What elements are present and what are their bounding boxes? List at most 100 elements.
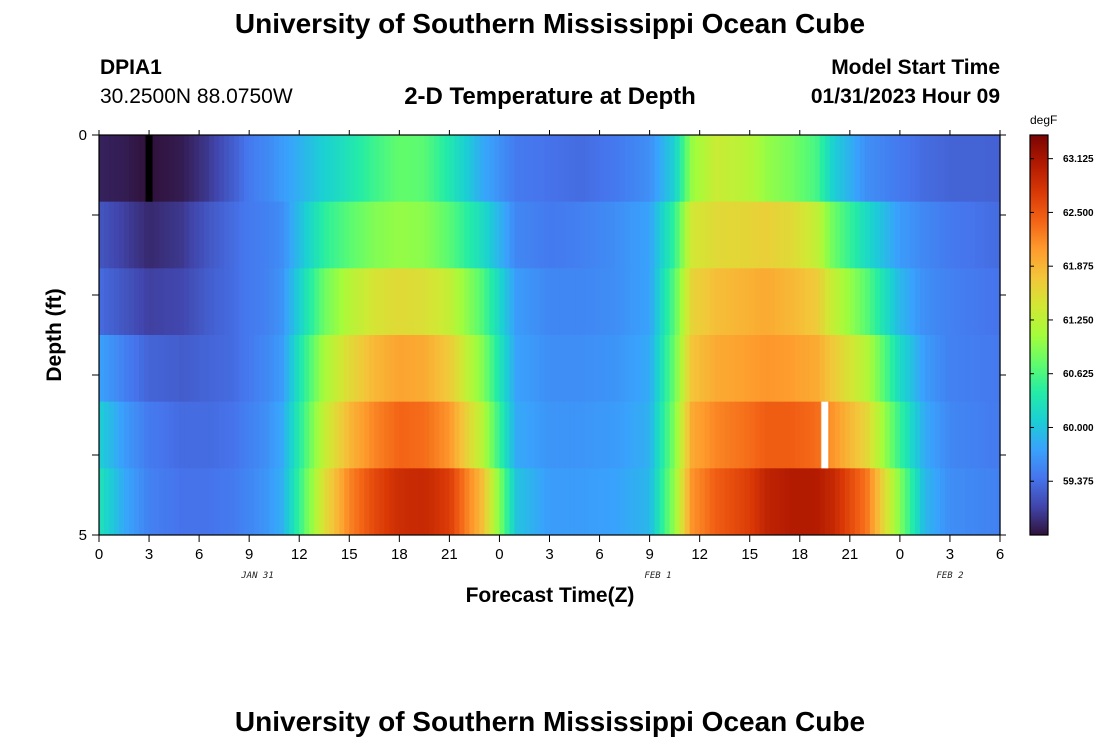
heatmap-cell (174, 335, 180, 403)
heatmap-cell (799, 268, 806, 336)
heatmap-cell (929, 335, 936, 403)
heatmap-cell (379, 335, 385, 403)
heatmap-cell (124, 468, 130, 536)
heatmap-cell (234, 335, 240, 403)
heatmap-cell (189, 201, 195, 269)
heatmap-cell (559, 268, 566, 336)
heatmap-cell (134, 468, 140, 536)
heatmap-cell (699, 468, 706, 536)
heatmap-cell (464, 335, 471, 403)
heatmap-cell (184, 135, 190, 203)
heatmap-cell (359, 335, 365, 403)
heatmap-cell (844, 268, 851, 336)
heatmap-cell (484, 268, 491, 336)
heatmap-cell (714, 135, 721, 203)
heatmap-cell (179, 135, 185, 203)
x-tick-label: 15 (741, 546, 758, 563)
heatmap-cell (564, 468, 571, 536)
heatmap-cell (284, 401, 290, 469)
x-tick-label: 3 (946, 546, 954, 563)
heatmap-cell (969, 401, 976, 469)
heatmap-cell (609, 201, 616, 269)
date-label: JAN 31 (241, 571, 274, 581)
heatmap-cell (159, 201, 165, 269)
heatmap-cell (174, 268, 180, 336)
heatmap-cell (629, 268, 636, 336)
heatmap-cell (779, 268, 786, 336)
heatmap-cell (429, 135, 435, 203)
heatmap-cell (484, 135, 491, 203)
heatmap-cell (694, 335, 701, 403)
heatmap-cell (264, 135, 270, 203)
heatmap-cell (799, 335, 806, 403)
heatmap-cell (164, 135, 170, 203)
missing-data-markers (145, 135, 829, 469)
heatmap-cell (849, 268, 856, 336)
heatmap-cell (189, 401, 195, 469)
heatmap-cell (124, 201, 130, 269)
heatmap-cell (99, 268, 105, 336)
heatmap-cell (644, 135, 651, 203)
model-start-label: Model Start Time (831, 56, 1000, 79)
heatmap-cell (864, 135, 871, 203)
heatmap-cell (394, 468, 400, 536)
heatmap-cell (509, 468, 516, 536)
colorbar-tick-label: 63.125 (1063, 154, 1094, 165)
heatmap-cell (219, 401, 225, 469)
heatmap-cell (979, 135, 986, 203)
heatmap-cell (884, 401, 891, 469)
heatmap-cell (709, 135, 716, 203)
heatmap-cell (289, 468, 295, 536)
x-tick-label: 0 (95, 546, 103, 563)
heatmap-cell (924, 201, 931, 269)
heatmap-cell (799, 135, 806, 203)
heatmap-cell (514, 135, 521, 203)
x-tick-label: 18 (391, 546, 408, 563)
heatmap-cell (299, 401, 305, 469)
heatmap-cell (179, 468, 185, 536)
heatmap-cell (489, 135, 496, 203)
heatmap-cell (484, 468, 491, 536)
heatmap-cell (214, 335, 220, 403)
heatmap-cell (264, 201, 270, 269)
heatmap-cell (329, 268, 335, 336)
heatmap-cell (834, 268, 841, 336)
heatmap-cell (534, 135, 541, 203)
heatmap-cell (754, 335, 761, 403)
heatmap-cell (104, 401, 110, 469)
heatmap-cell (914, 335, 921, 403)
heatmap-cell (594, 201, 601, 269)
heatmap-cell (849, 135, 856, 203)
heatmap-cell (984, 135, 991, 203)
heatmap-cell (229, 401, 235, 469)
station-coordinates: 30.2500N 88.0750W (100, 85, 293, 108)
heatmap-cell (719, 135, 726, 203)
heatmap-cell (609, 135, 616, 203)
heatmap-cell (104, 335, 110, 403)
heatmap-cell (779, 201, 786, 269)
heatmap-cell (379, 401, 385, 469)
heatmap-cell (529, 135, 536, 203)
heatmap-cell (794, 135, 801, 203)
heatmap-cell (304, 201, 310, 269)
heatmap-cell (274, 201, 280, 269)
heatmap-cell (829, 468, 836, 536)
heatmap-cell (324, 401, 330, 469)
heatmap-cell (794, 335, 801, 403)
heatmap-cell (374, 201, 380, 269)
heatmap-cell (134, 335, 140, 403)
heatmap-cell (964, 335, 971, 403)
heatmap-cell (139, 268, 145, 336)
heatmap-cell (759, 468, 766, 536)
heatmap-cell (859, 401, 866, 469)
heatmap-cell (859, 201, 866, 269)
heatmap-cell (839, 135, 846, 203)
heatmap-cell (639, 335, 646, 403)
heatmap-cell (654, 335, 661, 403)
heatmap-cell (189, 335, 195, 403)
heatmap-cell (409, 335, 415, 403)
heatmap-cell (454, 335, 460, 403)
heatmap-cell (864, 468, 871, 536)
heatmap-cell (549, 135, 556, 203)
heatmap-cell (414, 335, 420, 403)
